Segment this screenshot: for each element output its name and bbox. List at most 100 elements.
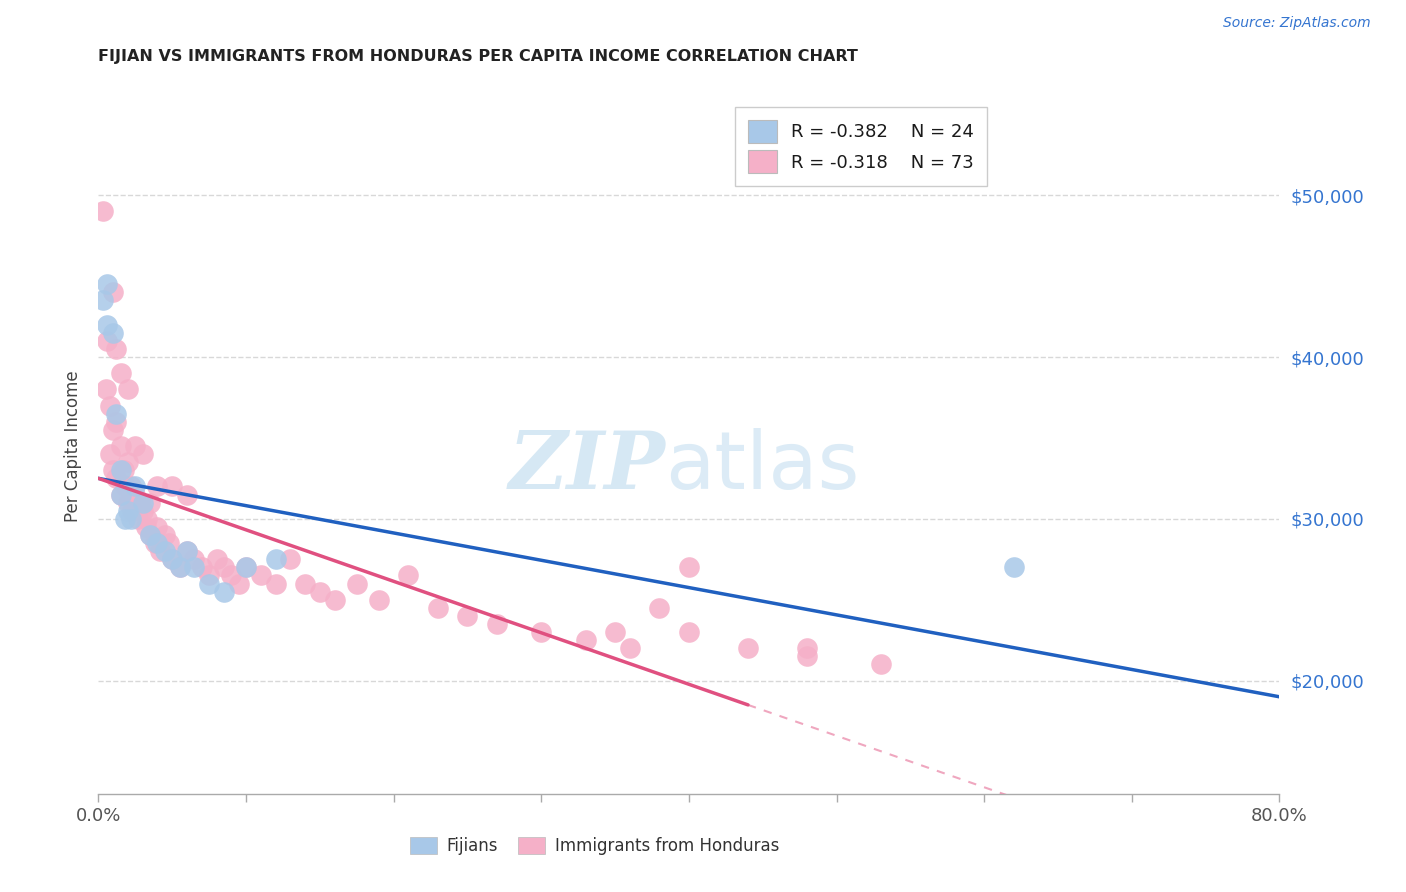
Point	[91, 204, 114, 219]
Point	[146, 520, 169, 534]
Point	[323, 592, 346, 607]
Point	[250, 568, 273, 582]
Point	[678, 625, 700, 640]
Point	[110, 366, 132, 380]
Point	[139, 528, 162, 542]
Point	[96, 318, 118, 332]
Point	[110, 487, 132, 501]
Point	[132, 504, 155, 518]
Point	[162, 479, 183, 493]
Point	[191, 560, 214, 574]
Point	[120, 512, 142, 526]
Point	[264, 552, 287, 566]
Point	[869, 657, 891, 672]
Point	[105, 471, 128, 485]
Point	[110, 463, 132, 477]
Point	[139, 528, 162, 542]
Point	[96, 277, 118, 292]
Point	[103, 423, 125, 437]
Point	[157, 536, 180, 550]
Point	[162, 552, 183, 566]
Point	[153, 544, 176, 558]
Point	[132, 447, 155, 461]
Point	[648, 600, 671, 615]
Point	[278, 552, 302, 566]
Point	[139, 495, 162, 509]
Text: atlas: atlas	[665, 428, 859, 506]
Point	[619, 641, 641, 656]
Point	[114, 512, 136, 526]
Point	[103, 463, 125, 477]
Point	[796, 649, 818, 664]
Point	[124, 487, 146, 501]
Point	[796, 641, 818, 656]
Point	[124, 439, 146, 453]
Point	[176, 544, 198, 558]
Point	[112, 463, 135, 477]
Point	[264, 576, 287, 591]
Point	[368, 592, 391, 607]
Point	[176, 487, 198, 501]
Point	[235, 560, 257, 574]
Point	[105, 415, 128, 429]
Point	[486, 617, 509, 632]
Point	[143, 536, 166, 550]
Point	[153, 528, 176, 542]
Point	[135, 520, 157, 534]
Point	[456, 608, 478, 623]
Point	[149, 544, 172, 558]
Point	[117, 383, 139, 397]
Point	[105, 407, 128, 421]
Point	[162, 552, 183, 566]
Point	[294, 576, 316, 591]
Point	[205, 552, 228, 566]
Point	[309, 584, 332, 599]
Point	[110, 487, 132, 501]
Point	[169, 560, 191, 574]
Point	[235, 560, 257, 574]
Point	[219, 568, 242, 582]
Point	[212, 560, 235, 574]
Point	[105, 342, 128, 356]
Text: FIJIAN VS IMMIGRANTS FROM HONDURAS PER CAPITA INCOME CORRELATION CHART: FIJIAN VS IMMIGRANTS FROM HONDURAS PER C…	[98, 49, 858, 64]
Point	[117, 455, 139, 469]
Point	[198, 568, 221, 582]
Text: Source: ZipAtlas.com: Source: ZipAtlas.com	[1223, 16, 1371, 29]
Point	[169, 560, 191, 574]
Point	[96, 334, 118, 348]
Point	[121, 504, 143, 518]
Point	[94, 383, 117, 397]
Point	[91, 293, 114, 308]
Point	[183, 552, 205, 566]
Point	[1002, 560, 1025, 574]
Point	[396, 568, 419, 582]
Point	[136, 512, 159, 526]
Point	[114, 479, 136, 493]
Point	[128, 495, 150, 509]
Point	[132, 495, 155, 509]
Point	[117, 504, 139, 518]
Legend: Fijians, Immigrants from Honduras: Fijians, Immigrants from Honduras	[404, 830, 786, 862]
Point	[346, 576, 368, 591]
Point	[117, 495, 139, 509]
Point	[574, 633, 596, 648]
Point	[176, 544, 198, 558]
Point	[127, 512, 149, 526]
Point	[98, 399, 121, 413]
Point	[605, 625, 627, 640]
Point	[103, 326, 125, 340]
Point	[98, 447, 121, 461]
Point	[120, 479, 142, 493]
Point	[146, 479, 169, 493]
Point	[124, 479, 146, 493]
Y-axis label: Per Capita Income: Per Capita Income	[65, 370, 83, 522]
Point	[427, 600, 450, 615]
Point	[228, 576, 250, 591]
Text: ZIP: ZIP	[509, 428, 665, 506]
Point	[183, 560, 205, 574]
Point	[110, 439, 132, 453]
Point	[103, 285, 125, 300]
Point	[737, 641, 759, 656]
Point	[678, 560, 700, 574]
Point	[146, 536, 169, 550]
